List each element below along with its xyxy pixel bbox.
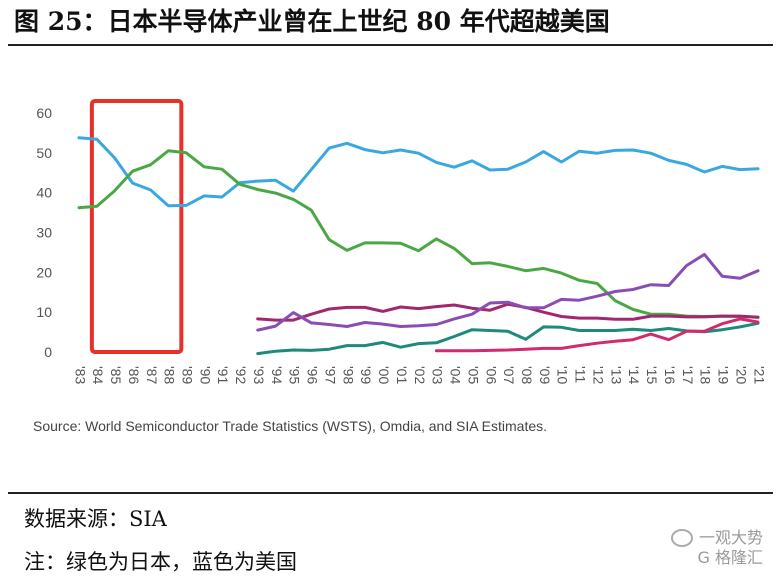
data-source: 数据来源：SIA — [24, 507, 167, 531]
highlight-box — [89, 99, 184, 354]
x-tick-label: '18 — [698, 366, 714, 384]
series-line-6 — [434, 317, 760, 353]
series-line-1 — [77, 136, 760, 208]
highlight-layer — [89, 99, 184, 354]
watermark-line2: G 格隆汇 — [697, 548, 764, 567]
x-tick-label: '06 — [483, 366, 499, 384]
x-tick-label: '20 — [733, 366, 749, 384]
x-tick-label: '93 — [251, 366, 267, 384]
y-tick-label: 10 — [36, 304, 52, 320]
x-tick-label: '97 — [322, 366, 338, 384]
x-tick-label: '99 — [358, 366, 374, 384]
x-tick-label: '11 — [573, 366, 589, 383]
y-tick-label: 20 — [36, 264, 52, 280]
x-tick-label: '95 — [287, 366, 303, 384]
title-divider — [8, 44, 773, 46]
x-tick-label: '08 — [519, 366, 535, 384]
x-tick-label: '15 — [644, 366, 660, 384]
series-line-5 — [256, 321, 760, 356]
x-tick-label: '17 — [680, 366, 696, 384]
x-tick-label: '12 — [590, 366, 606, 384]
x-tick-label: '00 — [376, 366, 392, 384]
x-tick-label: '86 — [126, 366, 142, 384]
x-tick-label: '98 — [340, 366, 356, 384]
x-tick-label: '83 — [72, 366, 88, 384]
x-tick-label: '94 — [269, 366, 285, 384]
footer-divider — [8, 492, 773, 494]
x-axis: '83'84'85'86'87'88'89'90'91'92'93'94'95 '… — [72, 366, 767, 384]
x-tick-label: '89 — [180, 366, 196, 384]
series-line-2 — [77, 149, 760, 319]
y-tick-label: 0 — [44, 344, 52, 360]
x-tick-label: '04 — [448, 366, 464, 384]
footnote: 注：绿色为日本，蓝色为美国 — [24, 550, 297, 574]
watermark: 一观大势 G 格隆汇 — [670, 528, 764, 568]
y-tick-label: 60 — [36, 105, 52, 121]
series-line-4 — [256, 252, 760, 332]
x-tick-label: '21 — [751, 366, 767, 384]
x-tick-label: '90 — [197, 366, 213, 384]
y-tick-label: 40 — [36, 185, 52, 201]
x-tick-label: '05 — [465, 366, 481, 384]
x-tick-label: '01 — [394, 366, 410, 384]
x-tick-label: '13 — [608, 366, 624, 384]
x-tick-label: '88 — [162, 366, 178, 384]
x-tick-label: '91 — [215, 366, 231, 384]
watermark-line1: 一观大势 — [698, 528, 763, 547]
x-tick-label: '96 — [305, 366, 321, 384]
y-tick-label: 50 — [36, 145, 52, 161]
x-tick-label: '19 — [716, 366, 732, 384]
x-tick-label: '02 — [412, 366, 428, 384]
x-tick-label: '87 — [144, 366, 160, 384]
x-tick-label: '14 — [626, 366, 642, 384]
x-tick-label: '03 — [430, 366, 446, 384]
x-tick-label: '09 — [537, 366, 553, 384]
x-tick-label: '92 — [233, 366, 249, 384]
y-tick-label: 30 — [36, 225, 52, 241]
x-tick-label: '10 — [555, 366, 571, 384]
series-layer — [77, 136, 760, 356]
figure-title: 图 25：日本半导体产业曾在上世纪 80 年代超越美国 — [14, 7, 610, 36]
y-axis: 0 10 20 30 40 50 60 — [36, 105, 52, 360]
x-tick-label: '07 — [501, 366, 517, 384]
series-line-3 — [256, 302, 760, 322]
x-tick-label: '84 — [90, 366, 106, 384]
x-tick-label: '16 — [662, 366, 678, 384]
wechat-icon — [670, 529, 693, 547]
chart-source-note: Source: World Semiconductor Trade Statis… — [33, 418, 547, 434]
x-tick-label: '85 — [108, 366, 124, 384]
